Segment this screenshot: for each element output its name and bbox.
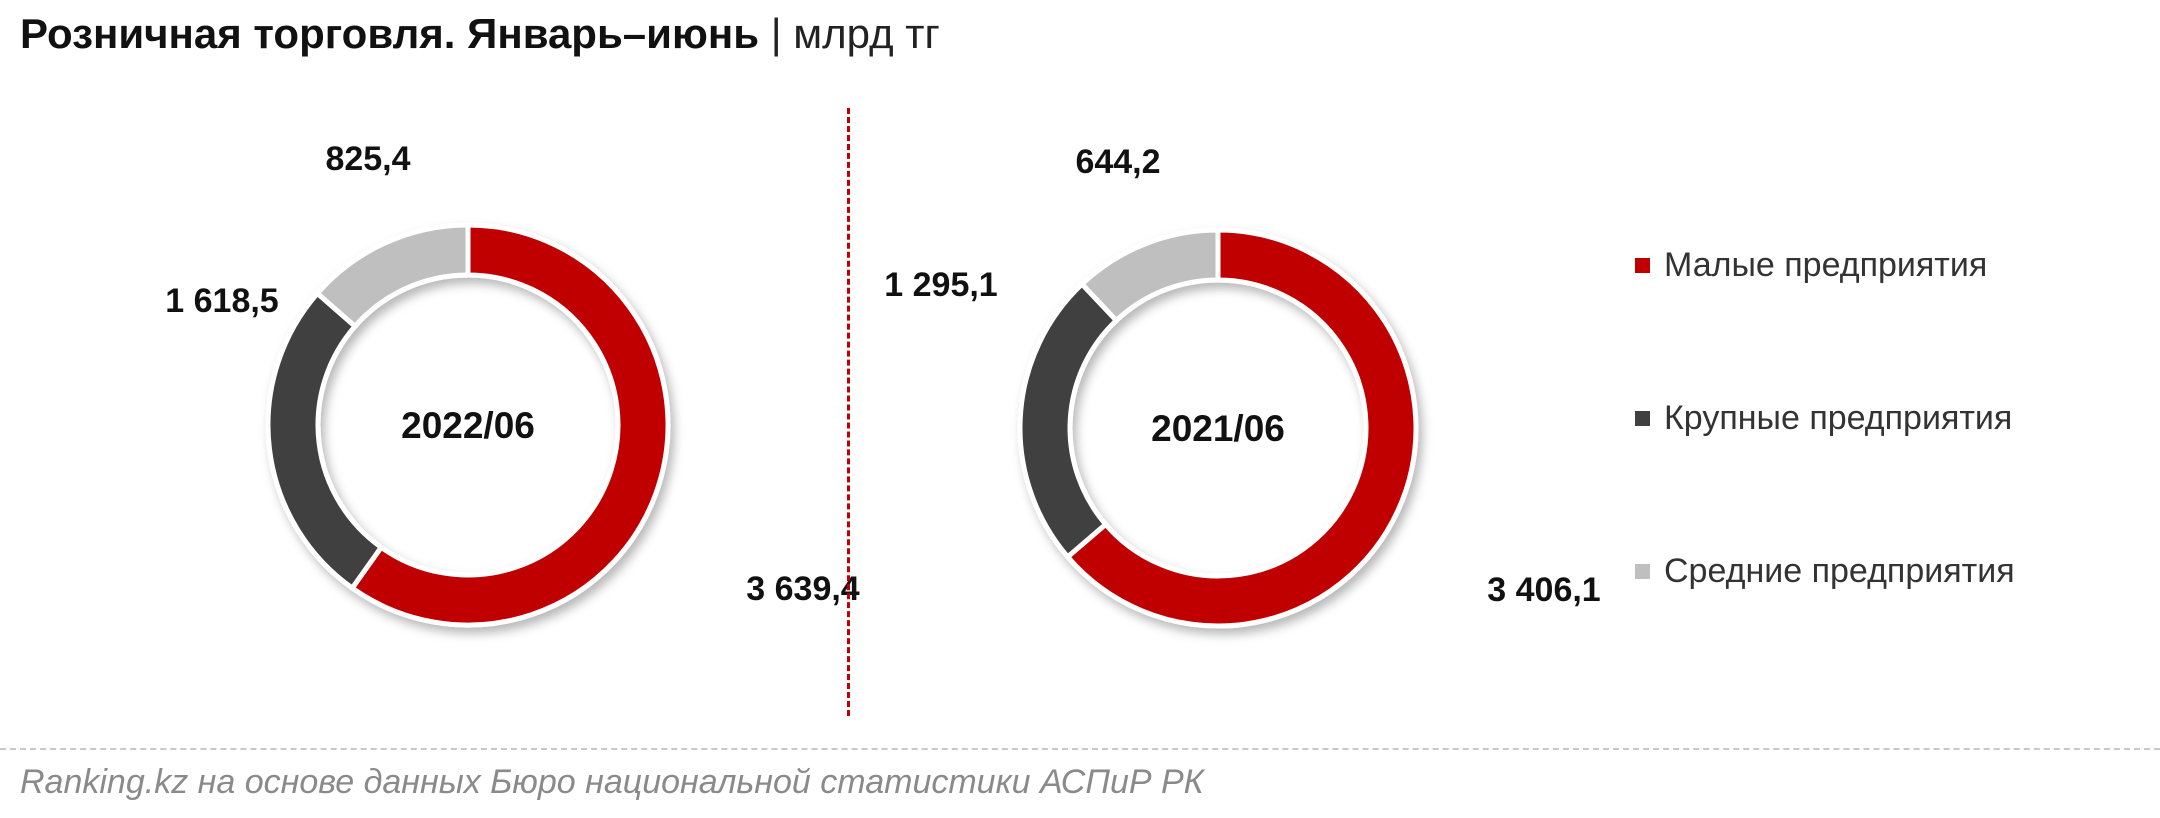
legend-item-large: Крупные предприятия bbox=[1635, 398, 2015, 438]
legend-swatch-small bbox=[1635, 257, 1650, 273]
donut-1-data-label-small: 3 639,4 bbox=[746, 570, 860, 608]
legend: Малые предприятия Крупные предприятия Ср… bbox=[1635, 245, 2015, 591]
donut-2-data-label-large: 1 295,1 bbox=[884, 266, 997, 304]
donut-2-data-label-small: 3 406,1 bbox=[1487, 571, 1600, 609]
donut-1-data-label-large: 1 618,5 bbox=[165, 282, 278, 320]
chart-title-main: Розничная торговля. Январь–июнь bbox=[20, 10, 760, 57]
donut-chart-1 bbox=[265, 222, 671, 628]
donut-2-slice-small bbox=[1064, 227, 1419, 629]
legend-swatch-medium bbox=[1635, 563, 1650, 579]
legend-label-medium: Средние предприятия bbox=[1664, 551, 2015, 590]
legend-label-small: Малые предприятия bbox=[1664, 245, 1988, 284]
title-separator: | bbox=[770, 10, 782, 57]
source-note: Ranking.kz на основе данных Бюро национа… bbox=[20, 763, 1204, 801]
donut-2-center-label: 2021/06 bbox=[1151, 408, 1285, 449]
chart-title: Розничная торговля. Январь–июнь | млрд т… bbox=[20, 10, 940, 58]
legend-swatch-large bbox=[1635, 410, 1650, 426]
legend-item-small: Малые предприятия bbox=[1635, 245, 2015, 285]
donut-1-slice-large bbox=[265, 289, 385, 592]
chart-divider bbox=[847, 108, 850, 716]
chart-unit: млрд тг bbox=[793, 10, 940, 57]
donut-2-data-label-medium: 644,2 bbox=[1075, 143, 1160, 181]
donut-1-center-label: 2022/06 bbox=[401, 405, 535, 446]
donut-1-data-label-medium: 825,4 bbox=[325, 140, 410, 178]
footer-divider bbox=[0, 748, 2160, 750]
legend-label-large: Крупные предприятия bbox=[1664, 398, 2013, 437]
donut-2-slice-medium bbox=[1078, 227, 1221, 324]
donut-1-slice-medium bbox=[313, 222, 471, 330]
legend-item-medium: Средние предприятия bbox=[1635, 551, 2015, 591]
donut-chart-2 bbox=[1017, 227, 1419, 629]
donut-2-slice-large bbox=[1017, 280, 1120, 561]
donut-1-slice-small bbox=[348, 222, 671, 628]
